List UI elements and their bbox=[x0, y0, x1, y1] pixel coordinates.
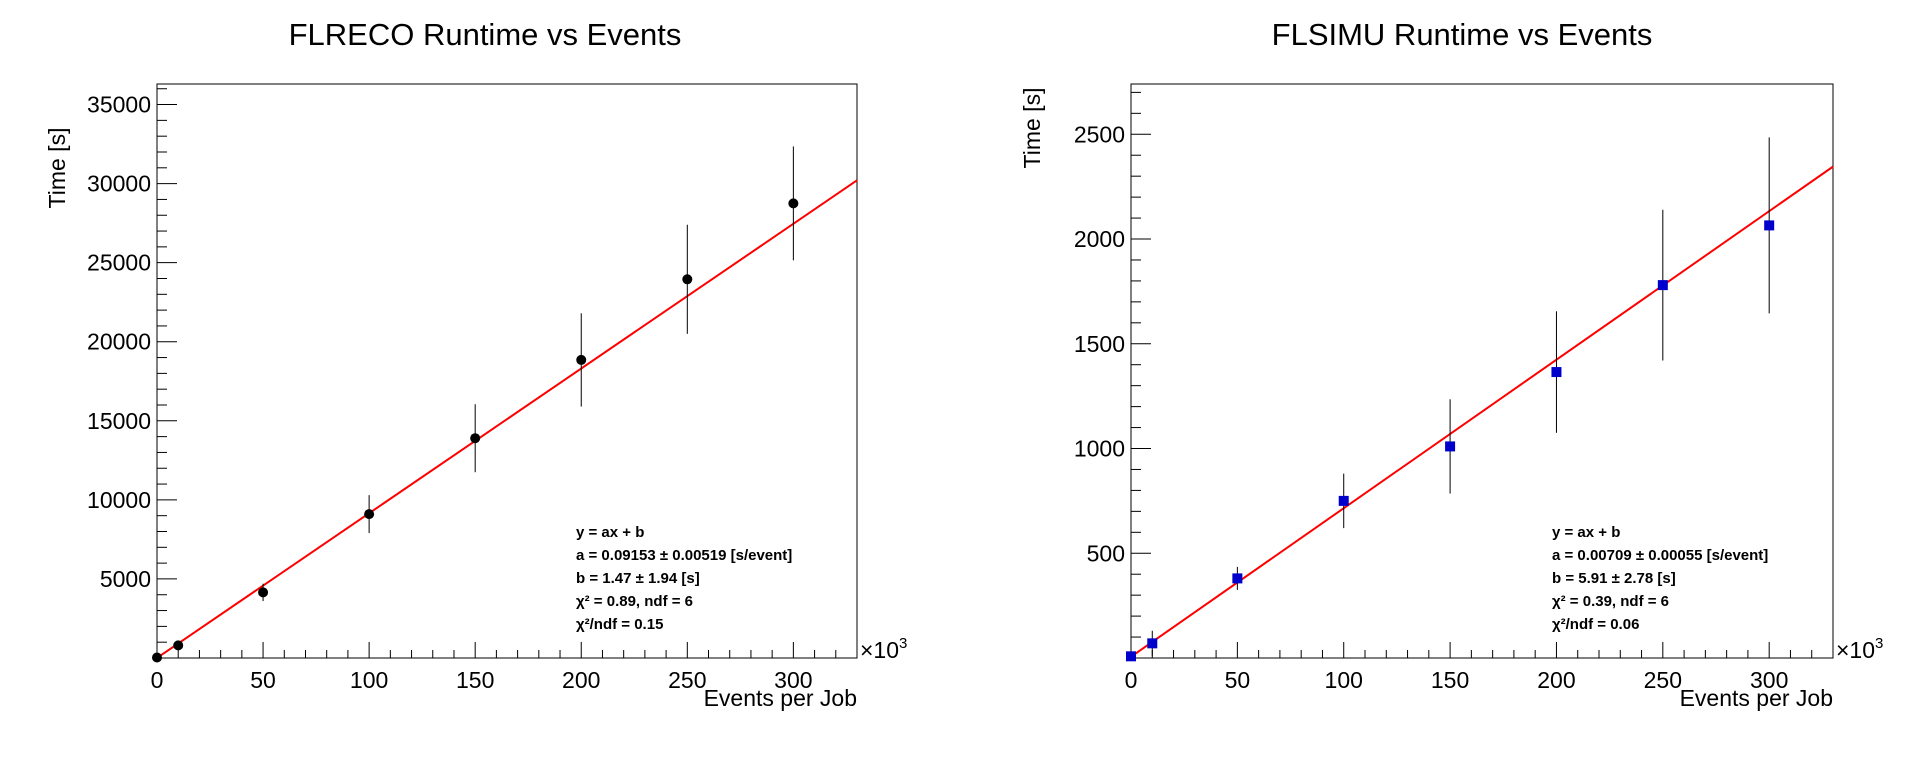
y-axis-title: Time [s] bbox=[44, 128, 70, 209]
fit-line-segment bbox=[156, 179, 858, 659]
data-point bbox=[1551, 367, 1562, 378]
data-point bbox=[576, 354, 587, 365]
x-tick-label: 250 bbox=[668, 667, 706, 693]
fit-line bbox=[156, 179, 858, 659]
y-tick-label: 1500 bbox=[1074, 331, 1125, 357]
axis-ticks: 0 50 100 150 200 250 300 5000 10000 15000 20000 250… bbox=[87, 88, 858, 693]
chart-title: FLSIMU Runtime vs Events bbox=[1272, 17, 1653, 52]
data-point bbox=[1764, 220, 1775, 231]
fit-stat-line: a = 0.00709 ± 0.00055 [s/event] bbox=[1552, 547, 1768, 564]
y-tick-label: 25000 bbox=[87, 250, 151, 276]
data-points bbox=[1126, 137, 1775, 662]
x-tick-label: 100 bbox=[1325, 667, 1363, 693]
y-axis-title: Time [s] bbox=[1019, 88, 1045, 169]
fit-stat-line: χ²/ndf = 0.15 bbox=[576, 616, 663, 633]
x-multiplier: ×103 bbox=[1836, 635, 1883, 663]
x-tick-label: 150 bbox=[456, 667, 494, 693]
data-point bbox=[364, 509, 375, 520]
y-tick-label: 15000 bbox=[87, 408, 151, 434]
y-tick-label: 2500 bbox=[1074, 121, 1125, 147]
plot-frame bbox=[156, 83, 858, 659]
fit-stats-box: y = ax + b a = 0.09153 ± 0.00519 [s/event… bbox=[576, 524, 792, 633]
data-point bbox=[173, 640, 184, 651]
x-tick-label: 150 bbox=[1431, 667, 1469, 693]
y-tick-label: 20000 bbox=[87, 329, 151, 355]
data-point bbox=[258, 587, 269, 598]
x-tick-label: 50 bbox=[250, 667, 276, 693]
x-axis-title: Events per Job bbox=[1680, 685, 1833, 711]
x-tick-label: 100 bbox=[350, 667, 388, 693]
fit-stat-line: y = ax + b bbox=[576, 524, 644, 541]
fit-line bbox=[1130, 165, 1834, 658]
data-point bbox=[1126, 651, 1136, 662]
data-point bbox=[1147, 638, 1158, 649]
data-point bbox=[470, 433, 481, 444]
fit-stat-line: a = 0.09153 ± 0.00519 [s/event] bbox=[576, 547, 792, 564]
fit-stat-line: χ² = 0.39, ndf = 6 bbox=[1552, 593, 1669, 610]
plot-frame bbox=[1130, 83, 1834, 659]
left-chart: FLRECO Runtime vs Events 0 50 100 150 200 250… bbox=[44, 17, 907, 711]
fit-stat-line: b = 1.47 ± 1.94 [s] bbox=[576, 570, 700, 587]
x-tick-label: 300 bbox=[774, 667, 812, 693]
y-tick-label: 2000 bbox=[1074, 226, 1125, 252]
y-tick-label: 35000 bbox=[87, 92, 151, 118]
data-point bbox=[1232, 573, 1243, 584]
fit-line-segment bbox=[1130, 165, 1834, 658]
x-tick-label: 50 bbox=[1225, 667, 1251, 693]
y-tick-label: 500 bbox=[1087, 540, 1125, 566]
fit-stat-line: χ²/ndf = 0.06 bbox=[1552, 616, 1639, 633]
y-tick-label: 30000 bbox=[87, 171, 151, 197]
chart-title: FLRECO Runtime vs Events bbox=[289, 17, 682, 52]
data-point bbox=[1445, 441, 1456, 452]
x-multiplier: ×103 bbox=[860, 635, 907, 663]
data-point bbox=[682, 274, 693, 285]
x-tick-label: 250 bbox=[1644, 667, 1682, 693]
data-point bbox=[1338, 495, 1349, 506]
x-tick-label: 200 bbox=[562, 667, 600, 693]
data-point bbox=[788, 198, 799, 209]
fit-stat-line: χ² = 0.89, ndf = 6 bbox=[576, 593, 693, 610]
x-tick-label: 0 bbox=[151, 667, 164, 693]
x-tick-label: 0 bbox=[1125, 667, 1138, 693]
x-tick-label: 200 bbox=[1537, 667, 1575, 693]
y-tick-label: 10000 bbox=[87, 487, 151, 513]
x-tick-label: 300 bbox=[1750, 667, 1788, 693]
fit-stat-line: b = 5.91 ± 2.78 [s] bbox=[1552, 570, 1676, 587]
data-point bbox=[152, 652, 162, 663]
fit-stat-line: y = ax + b bbox=[1552, 524, 1620, 541]
y-tick-label: 5000 bbox=[100, 566, 151, 592]
axis-ticks: 0 50 100 150 200 250 300 500 1000 1500 2000 2500 bbox=[1074, 91, 1834, 693]
right-chart: FLSIMU Runtime vs Events 0 50 100 150 200 250… bbox=[1019, 17, 1883, 711]
data-point bbox=[1657, 280, 1668, 291]
y-tick-label: 1000 bbox=[1074, 436, 1125, 462]
fit-stats-box: y = ax + b a = 0.00709 ± 0.00055 [s/event… bbox=[1552, 524, 1768, 633]
x-axis-title: Events per Job bbox=[704, 685, 857, 711]
data-points bbox=[152, 146, 799, 663]
